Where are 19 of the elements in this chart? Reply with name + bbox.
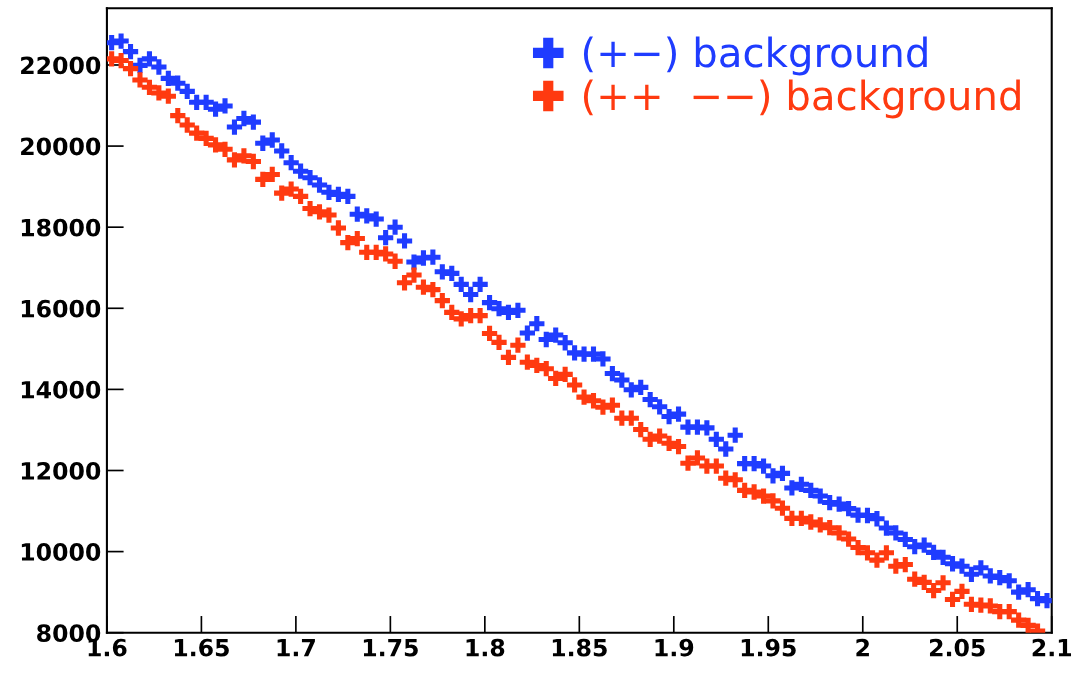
x-tick-label: 1.9 xyxy=(655,638,694,657)
x-tick-label: 2 xyxy=(856,638,869,657)
x-tick-label: 1.65 xyxy=(174,638,229,657)
y-tick-label: 16000 xyxy=(21,299,101,318)
y-tick-label: 18000 xyxy=(21,218,101,237)
y-tick-label: 20000 xyxy=(21,137,101,156)
y-tick-label: 12000 xyxy=(21,461,101,480)
x-tick-label: 2.1 xyxy=(1032,638,1072,657)
legend-label: (+−) background xyxy=(583,36,927,76)
legend-label: (++ −−) background xyxy=(583,79,1020,119)
x-tick-label: 1.75 xyxy=(363,638,418,657)
y-tick-label: 14000 xyxy=(21,380,101,399)
x-tick-label: 1.95 xyxy=(741,638,796,657)
y-tick-label: 10000 xyxy=(21,543,101,561)
x-tick-label: 1.8 xyxy=(466,638,505,657)
y-tick-label: 22000 xyxy=(21,56,101,75)
x-tick-label: 1.7 xyxy=(277,638,315,657)
x-tick-label: 2.05 xyxy=(929,638,985,657)
x-tick-label: 1.85 xyxy=(552,638,607,657)
